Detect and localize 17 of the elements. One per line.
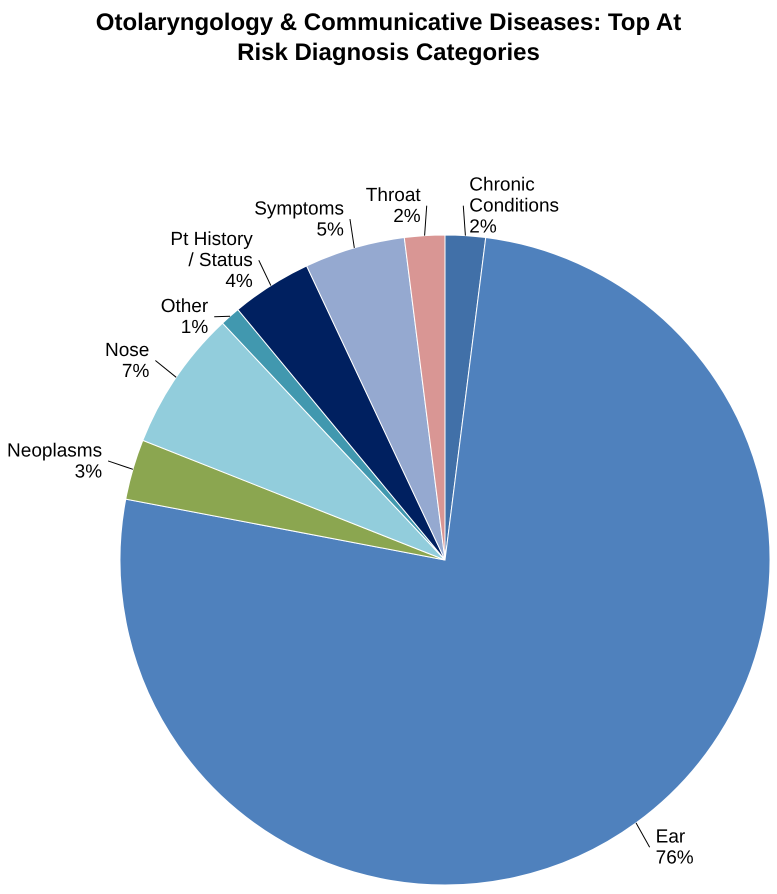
data-label: 2% (469, 216, 497, 238)
slice-label: Symptoms (254, 198, 344, 220)
data-label: 5% (316, 219, 344, 240)
data-label: 7% (122, 360, 150, 382)
data-label: 4% (225, 271, 253, 292)
data-label: 2% (393, 206, 421, 228)
slice-label: Neoplasms (7, 440, 102, 462)
slice-label: Nose (105, 340, 150, 361)
chart-title: Otolaryngology & Communicative Diseases: Top At Risk Diagnosis Categories (96, 9, 682, 66)
slice-label: Other (160, 296, 209, 318)
data-label: 76% (656, 848, 694, 869)
slice-label: Chronic Conditions (469, 174, 560, 217)
slice-label: Throat (366, 185, 422, 206)
slice-label: Pt History / Status (170, 229, 254, 272)
data-label: 3% (74, 461, 102, 482)
slice-label: Ear (656, 826, 686, 848)
data-label: 1% (180, 317, 208, 338)
